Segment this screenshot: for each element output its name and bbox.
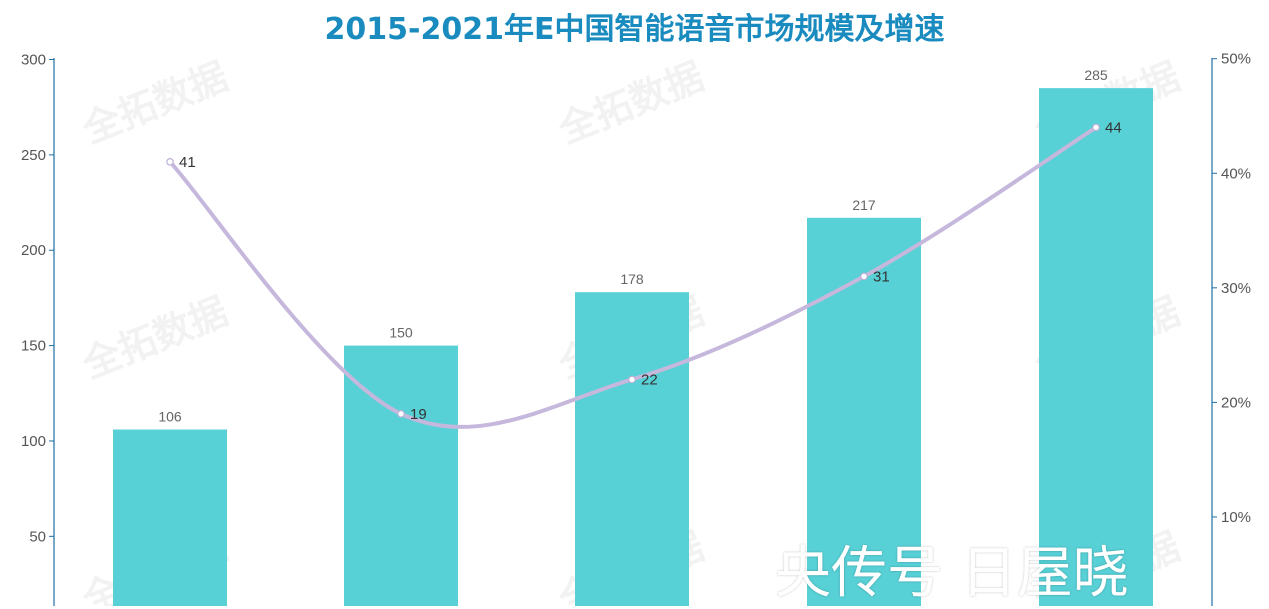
watermark-text-1: 全拓数据: [551, 54, 709, 152]
right-tick-label-2: 30%: [1221, 280, 1251, 297]
bar-2: [575, 292, 689, 606]
growth-value-label-2: 22: [641, 371, 658, 388]
growth-point-3: [860, 272, 868, 281]
growth-point-0: [166, 158, 174, 166]
bar-value-label-3: 217: [852, 197, 876, 213]
left-tick-label-5: 300: [21, 52, 46, 69]
growth-value-label-4: 44: [1105, 119, 1122, 136]
watermark-text-0: 全拓数据: [75, 54, 233, 152]
growth-point-2: [628, 375, 636, 384]
left-tick-label-1: 100: [21, 433, 46, 450]
left-tick-label-2: 150: [21, 338, 46, 355]
growth-value-label-3: 31: [873, 268, 890, 285]
left-tick-label-0: 50: [29, 528, 46, 545]
right-tick-label-1: 20%: [1221, 394, 1251, 411]
growth-value-label-1: 19: [410, 406, 427, 423]
bar-0: [113, 429, 227, 606]
bar-value-label-0: 106: [158, 409, 182, 425]
growth-value-label-0: 41: [179, 154, 196, 171]
left-tick-label-4: 250: [21, 147, 46, 164]
bar-3: [807, 217, 921, 606]
bar-value-label-2: 178: [620, 271, 644, 287]
right-tick-label-3: 40%: [1221, 165, 1251, 182]
overlay-watermark-text: 央传号 日屋晓: [775, 541, 1129, 606]
growth-point-1: [397, 410, 405, 418]
growth-line: [168, 125, 1098, 429]
right-tick-label-4: 50%: [1221, 51, 1251, 68]
chart-title: 2015-2021年E中国智能语音市场规模及增速: [324, 12, 945, 47]
growth-point-4: [1092, 123, 1100, 132]
bar-value-label-1: 150: [389, 325, 413, 341]
right-tick-label-0: 10%: [1221, 509, 1251, 526]
bar-4: [1039, 88, 1153, 606]
watermark-text-3: 全拓数据: [75, 289, 233, 387]
left-tick-label-3: 200: [21, 242, 46, 259]
bar-value-label-4: 285: [1084, 67, 1108, 83]
